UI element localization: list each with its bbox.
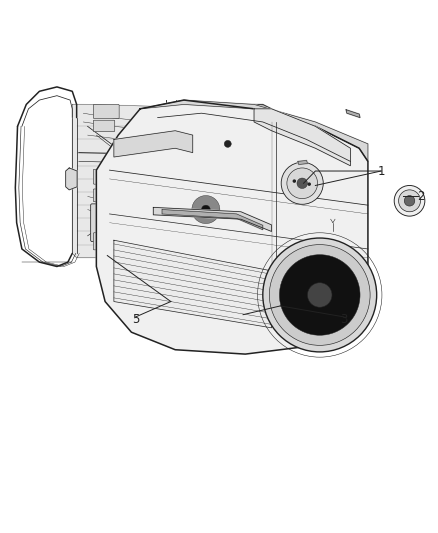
Circle shape: [281, 162, 323, 204]
Polygon shape: [140, 100, 368, 161]
Polygon shape: [254, 109, 350, 166]
Circle shape: [399, 190, 420, 212]
Polygon shape: [298, 160, 307, 165]
Polygon shape: [114, 131, 193, 157]
FancyBboxPatch shape: [93, 233, 121, 250]
FancyBboxPatch shape: [93, 120, 115, 132]
FancyBboxPatch shape: [93, 169, 113, 184]
Circle shape: [263, 238, 377, 352]
Polygon shape: [241, 104, 272, 122]
Polygon shape: [346, 110, 360, 118]
FancyBboxPatch shape: [91, 204, 120, 241]
Circle shape: [103, 233, 125, 255]
Circle shape: [177, 181, 234, 238]
Circle shape: [201, 205, 210, 214]
Circle shape: [269, 245, 370, 345]
Polygon shape: [114, 240, 272, 328]
Circle shape: [224, 140, 231, 147]
FancyBboxPatch shape: [93, 189, 113, 201]
Polygon shape: [96, 100, 368, 354]
Circle shape: [279, 255, 360, 335]
Circle shape: [217, 133, 239, 155]
Text: 1: 1: [377, 165, 385, 177]
Polygon shape: [153, 207, 272, 231]
Circle shape: [307, 282, 332, 307]
Circle shape: [307, 182, 311, 186]
Circle shape: [287, 168, 318, 199]
FancyBboxPatch shape: [93, 104, 119, 118]
Circle shape: [184, 188, 228, 231]
Circle shape: [394, 185, 425, 216]
Circle shape: [293, 179, 296, 183]
Text: 5: 5: [132, 312, 139, 326]
Circle shape: [210, 126, 245, 161]
Polygon shape: [72, 104, 289, 258]
Polygon shape: [162, 209, 263, 230]
Circle shape: [404, 196, 415, 206]
Circle shape: [297, 178, 307, 189]
Text: 3: 3: [340, 312, 347, 326]
Polygon shape: [66, 168, 77, 190]
Text: 2: 2: [417, 190, 424, 203]
Circle shape: [109, 239, 119, 250]
Circle shape: [192, 196, 220, 223]
